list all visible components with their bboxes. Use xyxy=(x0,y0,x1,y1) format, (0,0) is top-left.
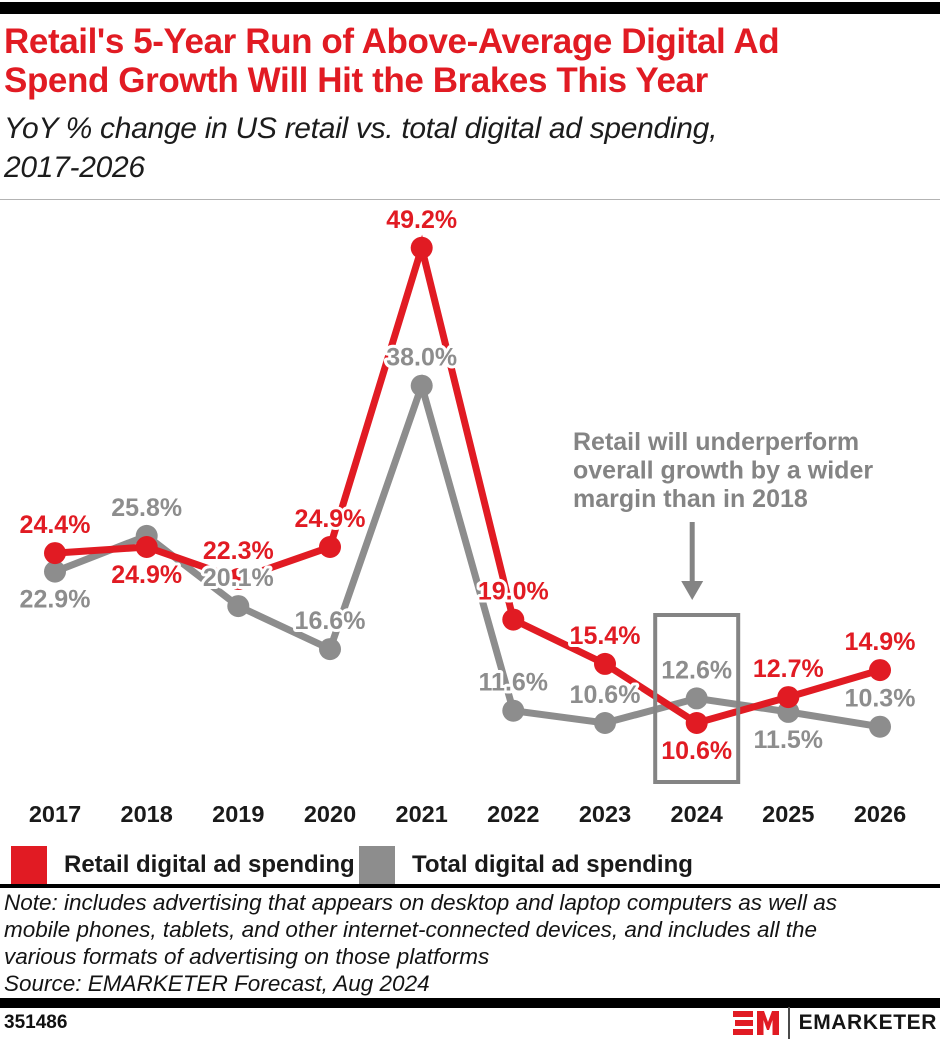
data-label: 22.3% xyxy=(203,537,274,565)
note-block: Note: includes advertising that appears … xyxy=(4,889,938,997)
chart-title-line1: Retail's 5-Year Run of Above-Average Dig… xyxy=(4,22,780,61)
chart-id: 351486 xyxy=(4,1012,68,1033)
data-point xyxy=(777,686,800,709)
data-label: 16.6% xyxy=(295,607,366,635)
logo-separator xyxy=(787,1007,790,1039)
emarketer-logo: EMARKETER xyxy=(732,1006,937,1040)
legend: Retail digital ad spending Total digital… xyxy=(0,845,940,885)
header-divider xyxy=(0,199,940,200)
data-label: 10.6% xyxy=(661,737,732,765)
data-point xyxy=(685,687,708,710)
footer-accent-bar xyxy=(0,998,940,1008)
x-axis-label: 2017 xyxy=(29,801,81,827)
highlight-box xyxy=(653,613,741,784)
data-label: 24.4% xyxy=(20,511,91,539)
data-label: 15.4% xyxy=(570,622,641,650)
data-point xyxy=(502,699,525,722)
note-line: mobile phones, tablets, and other intern… xyxy=(4,917,818,942)
annotation-text-line: overall growth by a wider xyxy=(573,457,873,485)
chart-title: Retail's 5-Year Run of Above-Average Dig… xyxy=(4,22,934,100)
data-label: 11.5% xyxy=(754,726,824,754)
data-point xyxy=(869,659,891,682)
data-point xyxy=(135,536,158,558)
data-label: 49.2% xyxy=(386,206,457,234)
x-axis-label: 2026 xyxy=(854,801,906,827)
annotation-arrowhead xyxy=(681,581,704,600)
data-label: 14.9% xyxy=(845,628,916,656)
data-label: 10.6% xyxy=(570,681,641,709)
data-label: 12.7% xyxy=(753,655,824,683)
x-axis-label: 2020 xyxy=(304,801,356,827)
data-label: 24.9% xyxy=(111,561,182,589)
data-label: 19.0% xyxy=(478,578,549,606)
data-label: 20.1% xyxy=(203,564,274,592)
data-point xyxy=(319,536,341,558)
data-label: 10.3% xyxy=(845,685,916,713)
data-point xyxy=(227,568,250,590)
data-point xyxy=(319,638,341,661)
series-line-0 xyxy=(54,234,881,727)
chart-subtitle-line1: YoY % change in US retail vs. total digi… xyxy=(4,112,718,145)
data-point xyxy=(44,542,66,565)
data-point xyxy=(594,712,616,734)
data-point xyxy=(410,374,433,397)
legend-swatch-retail xyxy=(11,846,47,884)
note-line: Note: includes advertising that appears … xyxy=(4,890,837,915)
data-label: 22.9% xyxy=(20,586,91,614)
note-divider xyxy=(0,884,940,888)
data-label: 24.9% xyxy=(295,505,366,533)
x-axis-label: 2021 xyxy=(396,801,448,827)
data-label: 11.6% xyxy=(479,669,549,697)
data-label: 12.6% xyxy=(661,656,732,684)
data-label: 25.8% xyxy=(111,494,182,522)
x-axis-label: 2023 xyxy=(579,801,631,827)
data-point xyxy=(685,712,708,734)
chart-subtitle: YoY % change in US retail vs. total digi… xyxy=(4,109,934,187)
annotation-text-line: margin than in 2018 xyxy=(573,485,808,513)
x-axis-label: 2024 xyxy=(671,801,723,827)
data-point xyxy=(502,608,525,631)
note-line: various formats of advertising on those … xyxy=(4,944,490,969)
x-axis-label: 2018 xyxy=(121,801,173,827)
legend-label-total: Total digital ad spending xyxy=(412,851,693,878)
top-accent-bar xyxy=(0,2,940,14)
chart-subtitle-line2: 2017-2026 xyxy=(4,151,145,184)
legend-swatch-total xyxy=(359,846,395,884)
series-line-1 xyxy=(53,374,881,731)
source-line: Source: EMARKETER Forecast, Aug 2024 xyxy=(4,971,430,996)
data-label: 38.0% xyxy=(386,344,457,372)
data-point xyxy=(44,560,66,583)
data-point xyxy=(869,715,891,738)
x-axis-label: 2019 xyxy=(212,801,264,827)
legend-item-total: Total digital ad spending xyxy=(359,845,693,885)
line-chart: Retail will underperform overall growth b… xyxy=(0,200,940,835)
x-axis-label: 2022 xyxy=(487,801,539,827)
data-point xyxy=(410,236,433,259)
chart-title-line2: Spend Growth Will Hit the Brakes This Ye… xyxy=(4,61,708,100)
brand-name: EMARKETER xyxy=(798,1011,937,1034)
data-point xyxy=(227,595,250,618)
em-monogram-icon xyxy=(732,1011,779,1035)
x-axis-label: 2025 xyxy=(762,801,814,827)
legend-item-retail: Retail digital ad spending xyxy=(11,845,355,885)
annotation-text-line: Retail will underperform xyxy=(573,428,859,456)
legend-label-retail: Retail digital ad spending xyxy=(64,851,355,878)
data-point xyxy=(594,652,616,675)
